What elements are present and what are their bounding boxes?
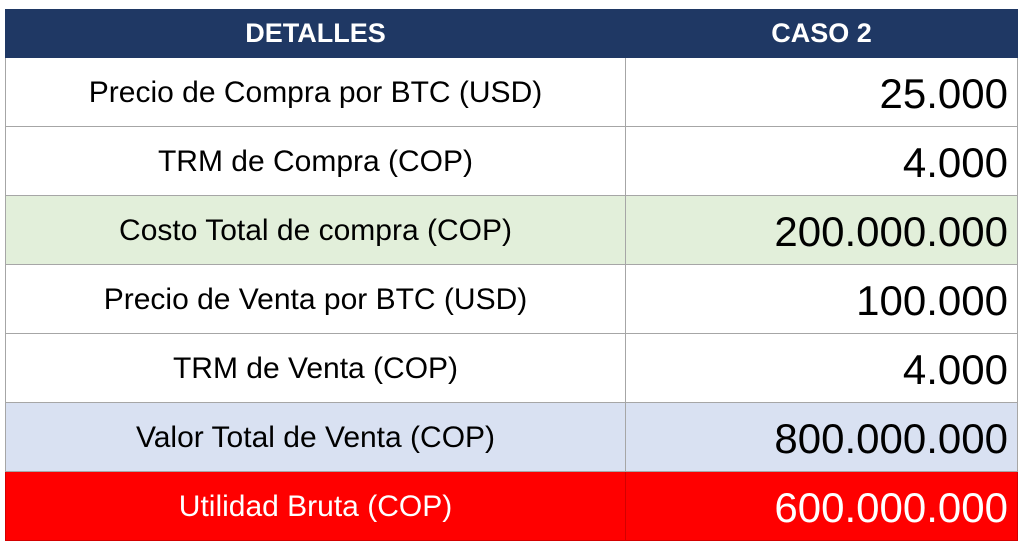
header-caso-2[interactable]: CASO 2 — [625, 9, 1018, 58]
table-row-valor-total-venta: Valor Total de Venta (COP) 800.000.000 — [5, 402, 1018, 472]
comparison-table: DETALLES CASO 2 Precio de Compra por BTC… — [5, 9, 1018, 541]
row-value[interactable]: 600.000.000 — [625, 471, 1018, 541]
table-row-precio-venta: Precio de Venta por BTC (USD) 100.000 — [5, 264, 1018, 334]
header-detalles[interactable]: DETALLES — [5, 9, 626, 58]
row-value[interactable]: 100.000 — [625, 264, 1018, 334]
header-row: DETALLES CASO 2 — [5, 9, 1018, 58]
table-row-costo-total: Costo Total de compra (COP) 200.000.000 — [5, 195, 1018, 265]
table-body: Precio de Compra por BTC (USD) 25.000 TR… — [5, 57, 1018, 541]
spreadsheet-table-container: DETALLES CASO 2 Precio de Compra por BTC… — [5, 9, 1018, 541]
table-row-trm-venta: TRM de Venta (COP) 4.000 — [5, 333, 1018, 403]
row-value[interactable]: 25.000 — [625, 57, 1018, 127]
table-row-utilidad-bruta: Utilidad Bruta (COP) 600.000.000 — [5, 471, 1018, 541]
row-value[interactable]: 4.000 — [625, 126, 1018, 196]
row-value[interactable]: 800.000.000 — [625, 402, 1018, 472]
table-row-precio-compra: Precio de Compra por BTC (USD) 25.000 — [5, 57, 1018, 127]
table-header: DETALLES CASO 2 — [5, 9, 1018, 58]
row-label[interactable]: Valor Total de Venta (COP) — [5, 402, 626, 472]
row-label[interactable]: Utilidad Bruta (COP) — [5, 471, 626, 541]
row-label[interactable]: TRM de Venta (COP) — [5, 333, 626, 403]
row-label[interactable]: TRM de Compra (COP) — [5, 126, 626, 196]
row-label[interactable]: Precio de Venta por BTC (USD) — [5, 264, 626, 334]
row-label[interactable]: Costo Total de compra (COP) — [5, 195, 626, 265]
table-row-trm-compra: TRM de Compra (COP) 4.000 — [5, 126, 1018, 196]
row-value[interactable]: 200.000.000 — [625, 195, 1018, 265]
row-label[interactable]: Precio de Compra por BTC (USD) — [5, 57, 626, 127]
row-value[interactable]: 4.000 — [625, 333, 1018, 403]
